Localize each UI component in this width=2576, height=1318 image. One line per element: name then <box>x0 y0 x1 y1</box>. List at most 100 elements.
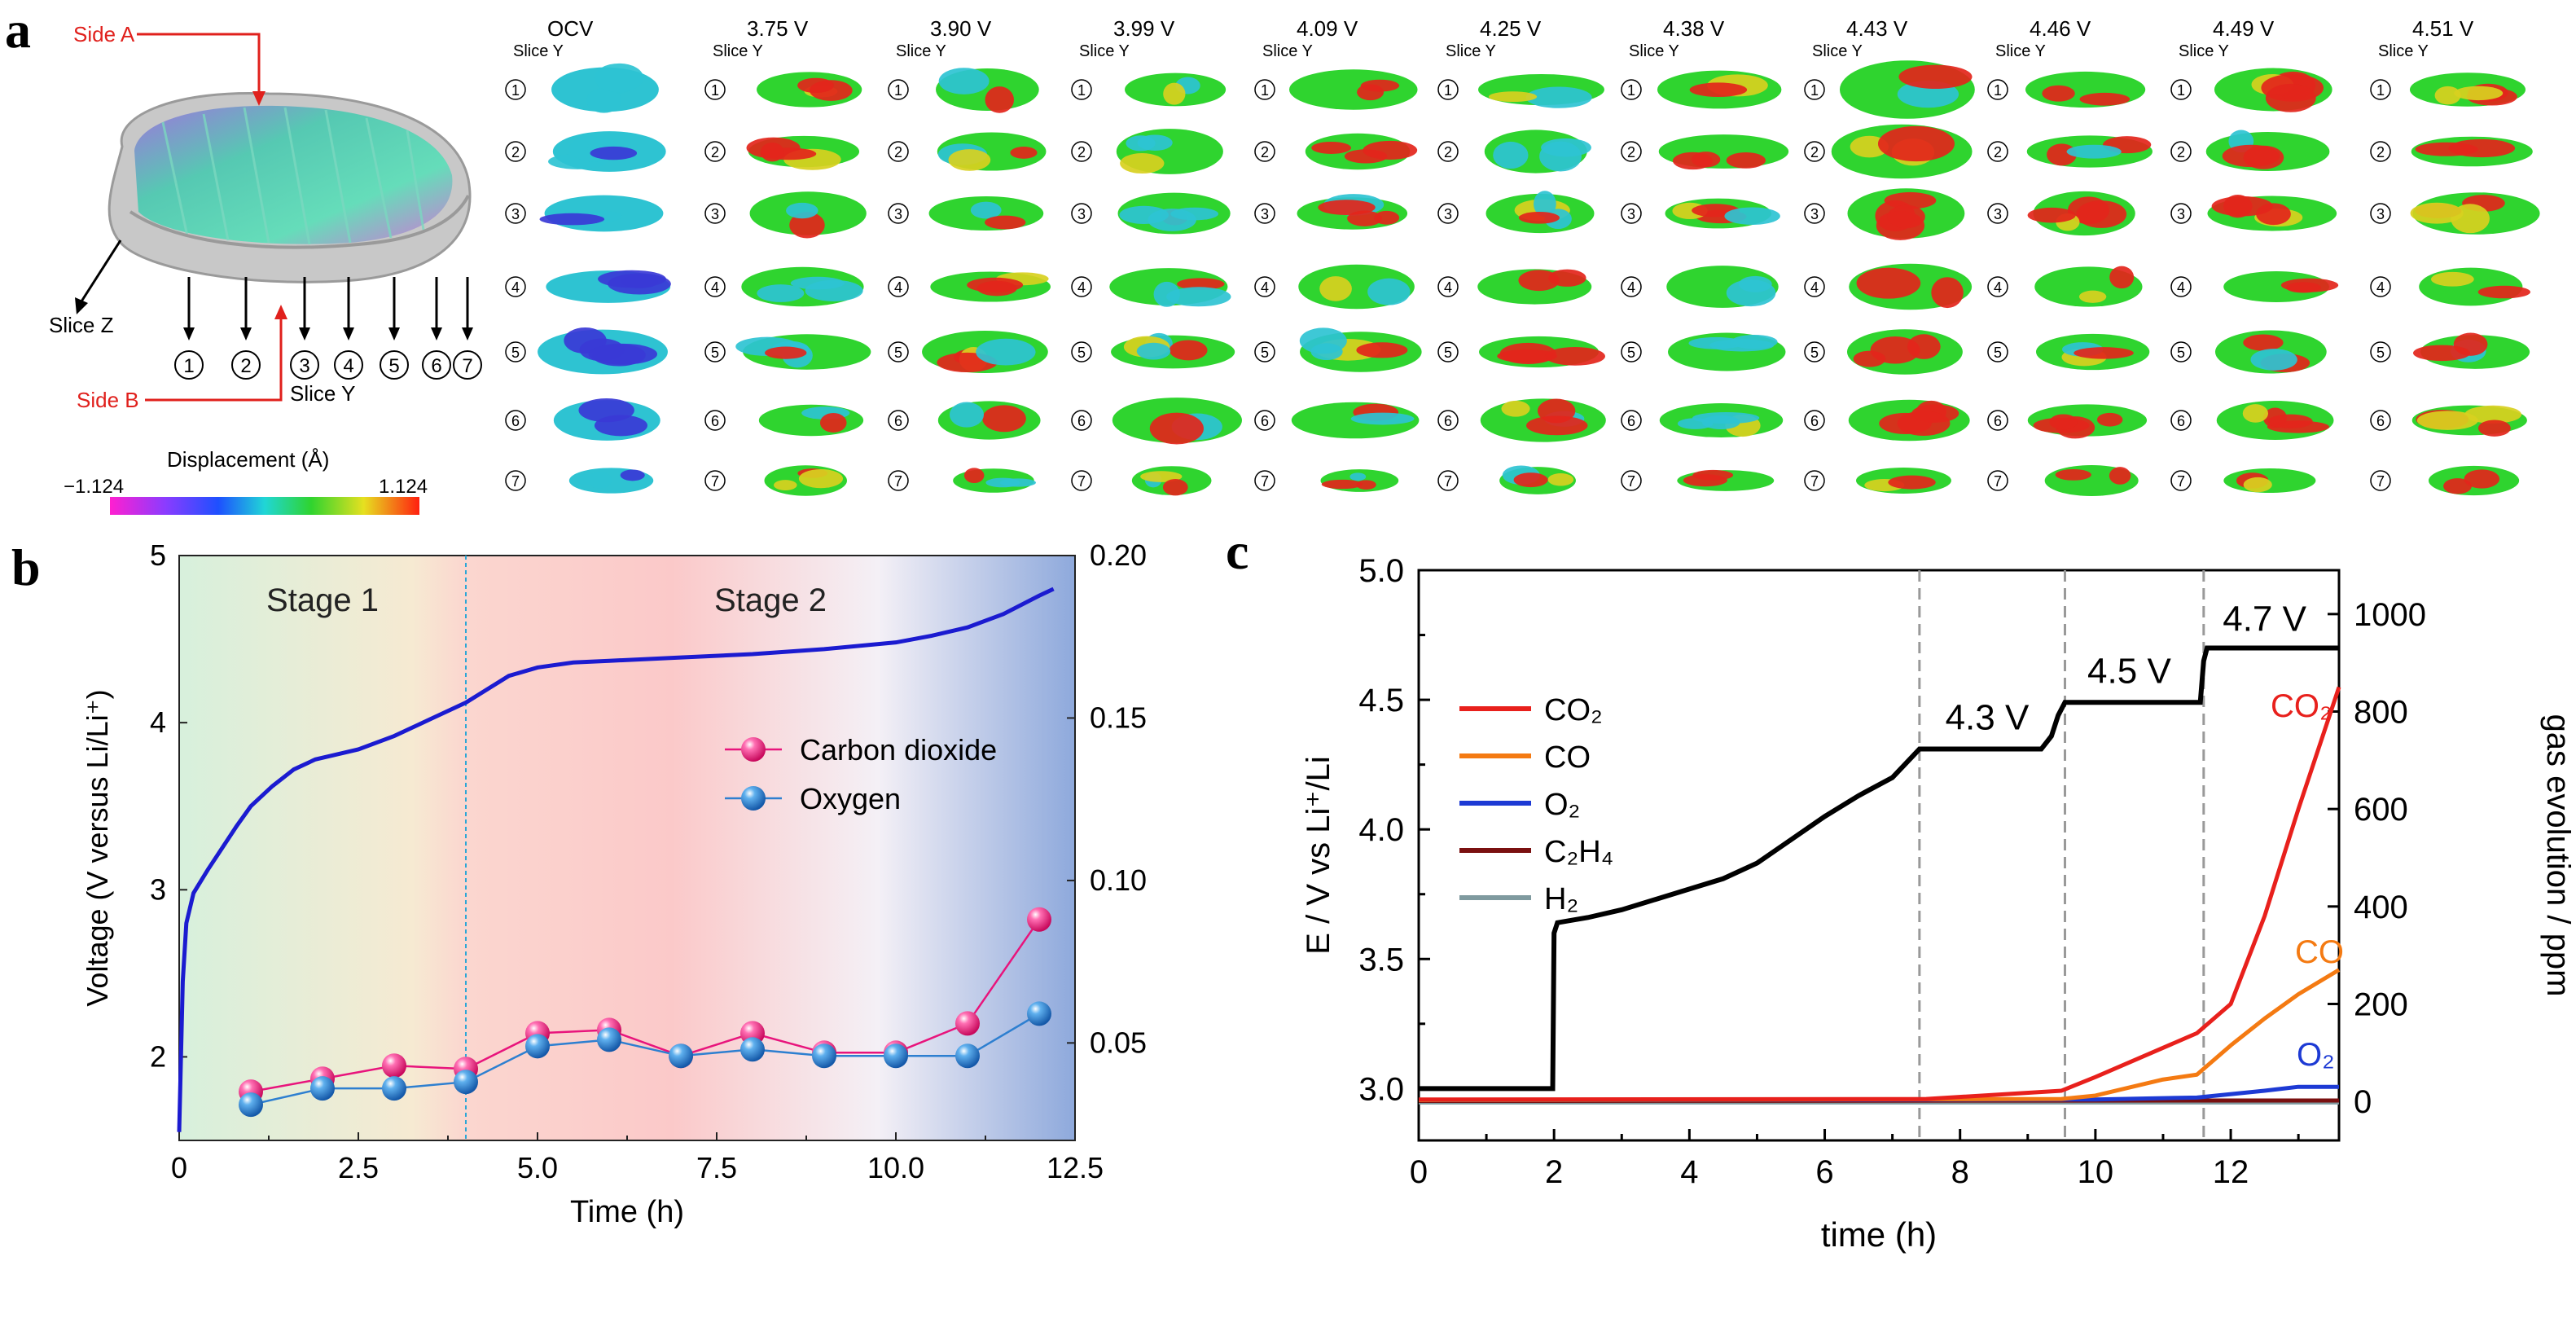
slice-map-region <box>2074 347 2134 359</box>
slice-row-number: 5 <box>1810 345 1819 361</box>
slice-row-number: 4 <box>2376 279 2385 296</box>
series-point-1 <box>454 1070 478 1095</box>
slice-row-circle <box>1071 79 1092 100</box>
slice-map-region <box>1888 475 1936 490</box>
y-axis-label: Voltage (V versus Li/Li⁺) <box>81 689 114 1006</box>
slice-map <box>1289 69 1418 110</box>
slice-row-number: 1 <box>2376 82 2385 99</box>
legend-label-3: C₂H₄ <box>1544 835 1613 869</box>
slice-map-region <box>797 77 835 94</box>
column-voltage-8: 4.46 V <box>2030 16 2091 41</box>
x-axis-label: time (h) <box>1821 1215 1937 1254</box>
slice-map-region <box>2049 414 2078 430</box>
slice-row-circle <box>1254 341 1275 362</box>
slice-map-region <box>1360 79 1400 92</box>
slice-map-region <box>1347 210 1383 226</box>
slice-map-region <box>1518 211 1560 224</box>
slice-number-3: 3 <box>299 355 309 377</box>
slice-map-region <box>1321 479 1363 490</box>
slice-row-number: 1 <box>1261 82 1269 99</box>
slice-row-circle <box>704 341 726 362</box>
slice-row-circle <box>1071 203 1092 224</box>
slice-map-region <box>1356 480 1376 490</box>
x-tick-label: 2.5 <box>338 1151 379 1184</box>
colorbar-max-label: 1.124 <box>379 476 428 498</box>
slice-row-number: 1 <box>894 82 902 99</box>
slice-map-region <box>2453 332 2488 356</box>
slice-map-region <box>985 477 1020 488</box>
column-voltage-9: 4.49 V <box>2213 16 2275 41</box>
slice-row-circle <box>1621 141 1642 162</box>
slice-row-circle <box>888 203 909 224</box>
slice-row-number: 7 <box>711 473 719 490</box>
slice-row-number: 2 <box>1444 144 1452 160</box>
voltage-curve <box>177 587 1055 1132</box>
series-point-1 <box>669 1043 693 1069</box>
slice-row-number: 5 <box>1077 345 1086 361</box>
side-a-arrow <box>137 33 261 96</box>
legend-label-2: O₂ <box>1544 788 1580 822</box>
slice-row-number: 2 <box>511 144 520 160</box>
slice-map-region <box>598 270 666 288</box>
column-voltage-4: 4.09 V <box>1297 16 1358 41</box>
x-tick-label: 10.0 <box>867 1151 924 1184</box>
slice-map-region <box>2027 207 2076 223</box>
series-point-1 <box>955 1043 980 1069</box>
slice-z-arrowhead <box>75 297 88 314</box>
series-point-1 <box>812 1043 836 1069</box>
slice-map-region <box>1310 343 1343 361</box>
slice-map-region <box>588 471 612 489</box>
y2-axis-label: gas evolution / ppm <box>2540 714 2576 997</box>
slice-map-region <box>594 63 644 93</box>
slice-map-region <box>2454 86 2504 101</box>
slice-row-circle <box>1621 203 1642 224</box>
slice-row-circle <box>1071 410 1092 431</box>
slice-map-region <box>1689 82 1748 97</box>
chart-b-plot: Stage 1 Stage 2 0 2.5 5.0 7.5 10.0 12.5 2 3 4 5 0.05… <box>81 538 1147 1229</box>
slice-map-region <box>2443 478 2472 494</box>
slice-row-number: 5 <box>711 345 719 361</box>
slice-row-number: 5 <box>1444 345 1452 361</box>
slice-row-circle <box>505 276 526 297</box>
slice-map-region <box>1140 471 1183 482</box>
slice-map-region <box>2066 144 2122 159</box>
slice-row-circle <box>704 276 726 297</box>
legend-label-0: CO₂ <box>1544 693 1603 727</box>
slice-y-arrowhead-7 <box>462 327 473 340</box>
slice-row-circle <box>1071 470 1092 491</box>
slice-row-circle <box>704 203 726 224</box>
slice-row-number: 3 <box>1261 206 1269 222</box>
x-tick-label: 6 <box>1815 1154 1833 1190</box>
slice-row-circle <box>1071 341 1092 362</box>
slice-number-circle-1 <box>174 350 204 380</box>
slice-row-circle <box>1621 276 1642 297</box>
slice-row-number: 2 <box>1077 144 1086 160</box>
slice-row-number: 5 <box>2376 345 2385 361</box>
slice-row-number: 2 <box>1994 144 2002 160</box>
slice-row-circle <box>505 410 526 431</box>
column-slice-label-2: Slice Y <box>896 42 946 60</box>
slice-row-number: 3 <box>1810 206 1819 222</box>
slice-row-number: 3 <box>2376 206 2385 222</box>
slice-number-circle-3 <box>290 350 319 380</box>
slice-row-number: 3 <box>894 206 902 222</box>
slice-row-circle <box>1254 410 1275 431</box>
side-b-label: Side B <box>77 388 139 412</box>
slice-row-number: 5 <box>2177 345 2185 361</box>
slice-map-region <box>1319 276 1352 301</box>
chart-c-frame <box>1417 569 2341 1142</box>
slice-row-circle <box>1804 276 1825 297</box>
slice-number-2: 2 <box>240 355 251 377</box>
slice-row-circle <box>1987 470 2008 491</box>
x-tick-label: 12.5 <box>1047 1151 1104 1184</box>
slice-row-number: 7 <box>1627 473 1635 490</box>
slice-row-number: 1 <box>1444 82 1452 99</box>
slice-y-label: Slice Y <box>290 381 355 406</box>
slice-map-region <box>1898 64 1973 90</box>
slice-number-4: 4 <box>343 355 353 377</box>
slice-y-arrowhead-2 <box>240 327 252 340</box>
slice-row-circle <box>704 470 726 491</box>
slice-row-circle <box>1254 276 1275 297</box>
x-tick-label: 7.5 <box>696 1151 737 1184</box>
